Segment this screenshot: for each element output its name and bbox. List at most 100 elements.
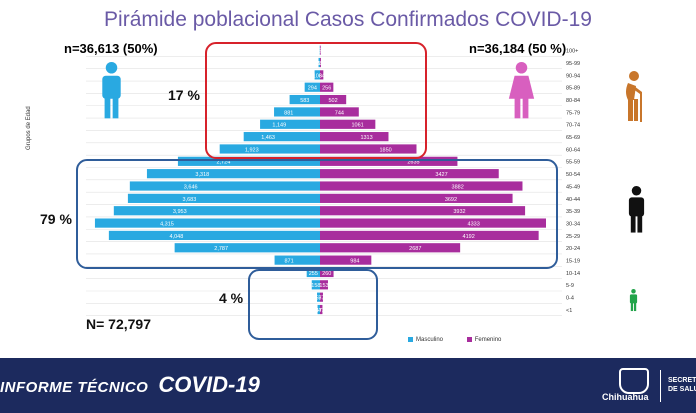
adult-group-box: [76, 159, 558, 269]
age-tick-label: 55-59: [566, 160, 580, 166]
male-bar: [318, 57, 320, 68]
male-bar-label: 2,724: [217, 160, 231, 166]
legend-label-male: Masculino: [416, 337, 444, 344]
age-tick-label: 100+: [566, 49, 578, 55]
legend-swatch-female: [466, 337, 472, 342]
male-bar-label: 3,953: [173, 209, 187, 215]
female-bar-label: 57: [318, 296, 324, 302]
female-bar-label: 64: [319, 73, 325, 79]
female-bar-label: 18: [317, 61, 323, 67]
male-bar: [304, 82, 320, 92]
female-bar: [320, 144, 417, 154]
male-bar: [274, 255, 320, 265]
chart-legend: Masculino Femenino: [408, 337, 501, 343]
adult-percent-label: 79 %: [40, 211, 72, 227]
female-bar-label: 3882: [452, 184, 464, 190]
male-bar: [260, 119, 320, 129]
female-bar: [320, 230, 539, 241]
female-bar-label: 3427: [435, 172, 447, 178]
female-bar-label: 4192: [463, 234, 475, 240]
female-bar-label: 502: [328, 98, 337, 104]
age-tick-label: 30-34: [566, 221, 580, 227]
male-bar-label: 4,048: [170, 234, 184, 240]
male-bar: [108, 230, 320, 241]
male-bar: [289, 94, 320, 105]
male-bar-label: 294: [308, 86, 317, 92]
man-icon: [102, 62, 121, 119]
age-tick-label: 25-29: [566, 234, 580, 240]
male-bar-label: 3,318: [195, 172, 209, 178]
female-bar: [320, 119, 376, 129]
female-bar: [320, 267, 334, 278]
children-group-box: [248, 269, 378, 340]
male-total-label: n=36,613 (50%): [64, 41, 158, 56]
male-bar-label: 3,646: [184, 184, 198, 190]
male-bar: [177, 156, 320, 166]
age-tick-label: 10-14: [566, 271, 580, 277]
male-bar-label: 1,149: [272, 123, 286, 129]
female-bar-label: 1313: [360, 135, 372, 141]
female-bar-label: 2687: [409, 246, 421, 252]
female-bar: [320, 206, 526, 216]
female-bar: [320, 70, 324, 80]
female-bar: [320, 193, 513, 203]
age-tick-label: 45-49: [566, 184, 580, 190]
male-bar: [113, 206, 321, 216]
footer-divider: [660, 370, 661, 402]
male-bar: [174, 243, 320, 253]
female-bar-label: 153: [319, 283, 328, 289]
age-tick-label: 90-94: [566, 73, 580, 79]
female-bar: [320, 169, 499, 179]
female-bar: [320, 132, 389, 142]
footer-informe-text: INFORME TÉCNICO: [0, 379, 149, 396]
female-bar-label: 256: [322, 86, 331, 92]
female-bar: [320, 243, 461, 253]
female-bar: [320, 94, 347, 105]
age-tick-label: 75-79: [566, 110, 580, 116]
footer-secretaria-line2: DE SALU: [668, 386, 696, 393]
female-bar: [320, 280, 328, 290]
male-bar-label: 28: [316, 61, 322, 67]
woman-icon: [508, 62, 535, 119]
male-bar: [219, 144, 320, 154]
male-bar: [129, 181, 320, 191]
female-bar-label: 4333: [468, 221, 480, 227]
female-bar: [320, 57, 321, 68]
male-bar: [127, 193, 320, 203]
footer-secretaria: SECRETAR DE SALU: [668, 376, 696, 394]
age-tick-label: 40-44: [566, 197, 580, 203]
age-tick-label: 15-19: [566, 259, 580, 265]
female-bar-label: 260: [322, 271, 331, 277]
age-tick-label: 5-9: [566, 283, 574, 289]
male-bar: [94, 218, 320, 228]
age-tick-label: 50-54: [566, 172, 580, 178]
female-total-label: n=36,184 (50 %): [469, 41, 567, 56]
male-bar: [317, 304, 320, 315]
adult-person-icon: [628, 186, 645, 233]
male-bar: [306, 267, 320, 278]
female-bar: [320, 292, 323, 302]
female-bar-label: 984: [350, 259, 359, 265]
female-bar-label: 47: [318, 308, 324, 314]
legend-label-female: Femenino: [474, 337, 502, 344]
male-bar: [314, 70, 320, 80]
male-bar-label: 2,787: [214, 246, 228, 252]
male-bar-label: 255: [309, 271, 318, 277]
elderly-percent-label: 17 %: [168, 87, 200, 103]
female-bar-label: 3692: [445, 197, 457, 203]
page-title: Pirámide poblacional Casos Confirmados C…: [104, 8, 592, 31]
age-tick-label: <1: [566, 308, 572, 314]
elderly-person-icon: [626, 71, 642, 122]
age-tick-label: 80-84: [566, 98, 580, 104]
female-bar: [320, 82, 334, 92]
male-bar: [311, 280, 320, 290]
legend-swatch-male: [408, 337, 413, 342]
male-bar-label: 1,923: [245, 147, 259, 153]
grand-total-label: N= 72,797: [86, 316, 151, 332]
footer-banner: [0, 358, 696, 413]
male-bar-label: 4,315: [160, 221, 174, 227]
female-bar-label: 1061: [352, 123, 364, 129]
female-bar: [320, 156, 458, 166]
male-bar: [274, 107, 320, 117]
